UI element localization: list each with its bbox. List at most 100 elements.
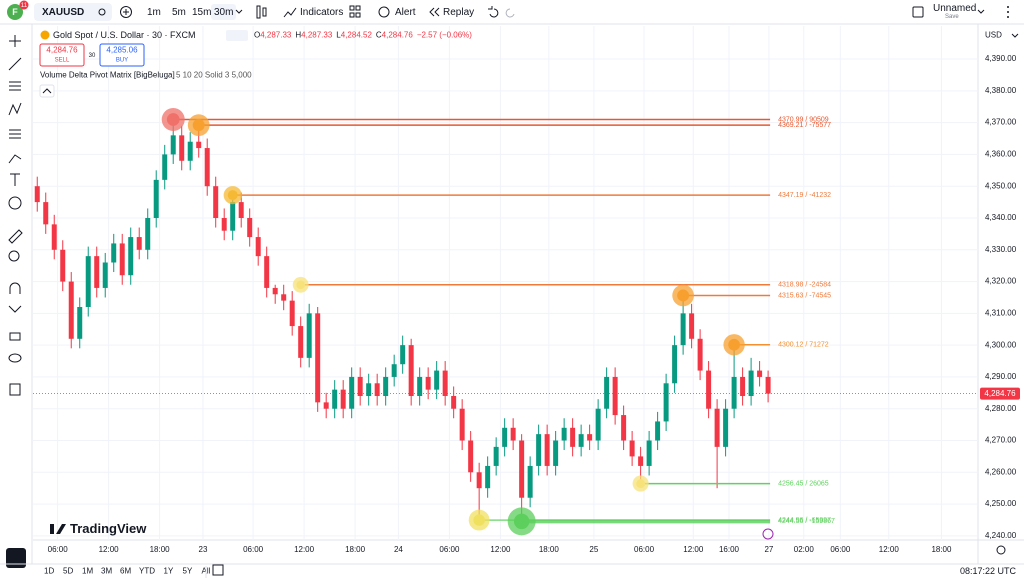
x-tick-label: 06:00 (243, 545, 264, 554)
range-button[interactable]: 3M (101, 567, 112, 576)
alert-button[interactable]: Alert (395, 7, 416, 18)
range-button[interactable]: 1D (44, 567, 54, 576)
candle-body (587, 434, 593, 441)
candle-body (230, 202, 236, 231)
stay-drawing[interactable] (8, 305, 22, 313)
layout-checkbox[interactable] (912, 6, 924, 18)
chart-type-icon[interactable] (256, 5, 261, 19)
candle-body (145, 217, 151, 250)
range-button[interactable]: 1M (82, 567, 93, 576)
legend-collapse[interactable] (39, 84, 55, 98)
fib-tool[interactable] (9, 81, 21, 91)
indicators-button[interactable]: Indicators (300, 7, 343, 18)
candle-body (595, 408, 601, 441)
interval-button[interactable]: 30m (214, 7, 233, 18)
icon-tool[interactable] (8, 196, 22, 210)
add-symbol[interactable] (120, 6, 132, 18)
range-button[interactable]: 1Y (164, 567, 174, 576)
range-button[interactable]: 5D (63, 567, 73, 576)
indicator-name[interactable]: Volume Delta Pivot Matrix [BigBeluga] (40, 71, 175, 80)
save-label[interactable]: Save (945, 14, 959, 20)
sell-button[interactable] (39, 43, 85, 67)
currency[interactable]: USD (985, 31, 1002, 40)
x-tick-label: 06:00 (634, 545, 655, 554)
layout-name[interactable]: Unnamed (933, 3, 976, 14)
candle-body (544, 434, 550, 466)
candle-body (400, 345, 406, 365)
delete-tool[interactable] (9, 383, 21, 396)
x-tick-label: 27 (764, 545, 773, 554)
goto-date[interactable] (212, 564, 224, 576)
replay-button[interactable]: Replay (443, 7, 474, 18)
candle-body (340, 389, 346, 409)
y-tick-label: 4,310.00 (985, 308, 1017, 317)
axis-settings[interactable] (996, 545, 1006, 555)
candle-body (247, 217, 253, 238)
templates-icon[interactable] (349, 5, 355, 11)
measure-tool[interactable] (8, 229, 23, 244)
candle-body (391, 364, 397, 377)
pivot-dot (166, 113, 180, 126)
text-tool[interactable] (10, 173, 20, 186)
events-icon[interactable] (762, 528, 774, 540)
trendline-tool[interactable] (8, 57, 22, 71)
lock-tool[interactable] (9, 332, 21, 341)
symbol: XAUUSD (42, 7, 84, 18)
interval-button[interactable]: 5m (172, 7, 186, 18)
legend-toggle[interactable] (226, 30, 248, 41)
avatar[interactable] (7, 4, 23, 20)
hide-tool[interactable] (8, 353, 22, 363)
x-tick-label: 06:00 (48, 545, 69, 554)
range-button[interactable]: YTD (139, 567, 155, 576)
y-tick-label: 4,240.00 (985, 531, 1017, 540)
range-button[interactable]: 5Y (183, 567, 193, 576)
ohlc-key: O (254, 31, 260, 40)
candle-body (170, 135, 176, 155)
interval-button[interactable]: 1m (147, 7, 161, 18)
redo[interactable] (505, 8, 515, 18)
watermark: TradingView (70, 521, 147, 536)
candle-body (604, 376, 610, 409)
last-price-tag (980, 387, 1020, 400)
zoom-tool[interactable] (8, 250, 20, 262)
more-menu[interactable] (1007, 6, 1009, 8)
x-tick-label: 18:00 (539, 545, 560, 554)
interval-dropdown[interactable] (235, 9, 243, 14)
candle-body (196, 141, 202, 149)
undo[interactable] (488, 6, 499, 18)
compare-icon[interactable] (98, 8, 106, 16)
x-tick-label: 06:00 (439, 545, 460, 554)
pivot-label: 4347.19 / -41232 (778, 192, 831, 199)
x-tick-label: 02:00 (794, 545, 815, 554)
range-button[interactable]: 6M (120, 567, 131, 576)
pattern-tool[interactable] (8, 102, 22, 116)
candle-body (374, 383, 380, 397)
prediction-tool[interactable] (9, 129, 21, 139)
y-tick-label: 4,320.00 (985, 277, 1017, 286)
templates-icon (349, 12, 355, 18)
y-tick-label: 4,260.00 (985, 467, 1017, 476)
y-tick-label: 4,360.00 (985, 150, 1017, 159)
buy-button[interactable] (99, 43, 145, 67)
magnet-tool[interactable] (9, 282, 21, 294)
interval-active (211, 4, 236, 20)
candle-body (638, 456, 644, 466)
interval-button[interactable]: 15m (192, 7, 211, 18)
indicators-icon[interactable] (283, 7, 297, 18)
crosshair-tool[interactable] (9, 35, 21, 47)
symbol-search[interactable] (34, 3, 112, 21)
watermark-logo (42, 524, 66, 534)
layout-dropdown[interactable] (977, 9, 985, 14)
candle-body (179, 135, 185, 161)
replay-icon[interactable] (429, 7, 440, 17)
candle-body (689, 313, 695, 339)
object-tree[interactable] (6, 548, 26, 568)
brush-tool[interactable] (8, 154, 22, 164)
candle-body (459, 408, 465, 441)
candle-body (621, 415, 627, 441)
x-tick-label: 12:00 (683, 545, 704, 554)
currency-dropdown[interactable] (1011, 33, 1019, 38)
alert-icon[interactable] (378, 6, 390, 18)
clock[interactable]: 08:17:22 UTC (960, 566, 1017, 576)
